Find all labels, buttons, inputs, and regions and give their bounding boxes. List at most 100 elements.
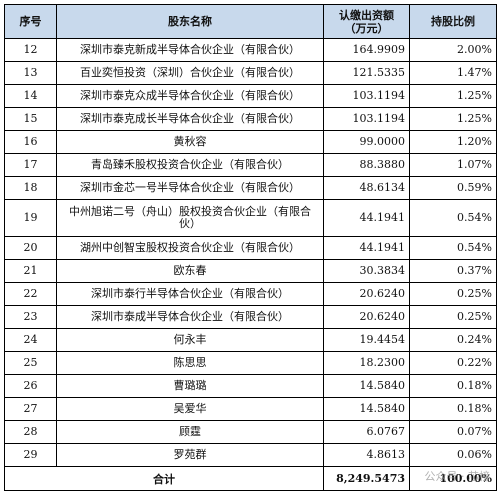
- row-amount: 48.6134: [323, 176, 410, 200]
- row-no: 21: [4, 259, 57, 283]
- table-row: 24 何永丰 19.4454 0.24%: [4, 328, 497, 352]
- row-ratio: 0.25%: [409, 305, 497, 329]
- row-no: 15: [4, 107, 57, 131]
- header-amount: 认缴出资额 （万元）: [323, 4, 410, 39]
- row-name: 青岛臻禾股权投资合伙企业（有限合伙）: [56, 153, 324, 177]
- table-row: 20 湖州中创智宝股权投资合伙企业（有限合伙） 44.1941 0.54%: [4, 236, 497, 260]
- row-name: 深圳市金芯一号半导体合伙企业（有限合伙）: [56, 176, 324, 200]
- table-row: 17 青岛臻禾股权投资合伙企业（有限合伙） 88.3880 1.07%: [4, 153, 497, 177]
- table-row: 23 深圳市泰成半导体合伙企业（有限合伙） 20.6240 0.25%: [4, 305, 497, 329]
- row-name: 曹璐璐: [56, 374, 324, 398]
- row-amount: 44.1941: [323, 199, 410, 237]
- row-no: 18: [4, 176, 57, 200]
- total-row: 合计 8,249.5473 100.00%: [4, 466, 497, 491]
- row-ratio: 1.07%: [409, 153, 497, 177]
- row-amount: 88.3880: [323, 153, 410, 177]
- row-no: 26: [4, 374, 57, 398]
- row-no: 29: [4, 443, 57, 467]
- row-ratio: 0.18%: [409, 397, 497, 421]
- row-ratio: 0.54%: [409, 199, 497, 237]
- header-amount-line2: （万元）: [344, 21, 389, 35]
- row-name: 何永丰: [56, 328, 324, 352]
- row-amount: 20.6240: [323, 305, 410, 329]
- table-header-row: 序号 股东名称 认缴出资额 （万元） 持股比例: [4, 4, 497, 39]
- row-no: 22: [4, 282, 57, 306]
- row-amount: 14.5840: [323, 397, 410, 421]
- total-label: 合计: [4, 466, 324, 491]
- row-no: 13: [4, 61, 57, 85]
- table-row: 26 曹璐璐 14.5840 0.18%: [4, 374, 497, 398]
- row-name: 深圳市泰克新成半导体合伙企业（有限合伙）: [56, 38, 324, 62]
- table-row: 28 顾霆 6.0767 0.07%: [4, 420, 497, 444]
- table-row: 18 深圳市金芯一号半导体合伙企业（有限合伙） 48.6134 0.59%: [4, 176, 497, 200]
- row-no: 19: [4, 199, 57, 237]
- table-row: 13 百业奕恒投资（深圳）合伙企业（有限合伙） 121.5335 1.47%: [4, 61, 497, 85]
- row-ratio: 1.20%: [409, 130, 497, 154]
- table-row: 16 黄秋容 99.0000 1.20%: [4, 130, 497, 154]
- table-row: 27 吴爱华 14.5840 0.18%: [4, 397, 497, 421]
- row-no: 17: [4, 153, 57, 177]
- table-row: 21 欧东春 30.3834 0.37%: [4, 259, 497, 283]
- row-name: 吴爱华: [56, 397, 324, 421]
- row-ratio: 1.25%: [409, 107, 497, 131]
- row-ratio: 0.18%: [409, 374, 497, 398]
- row-name: 深圳市泰行半导体合伙企业（有限合伙）: [56, 282, 324, 306]
- row-amount: 20.6240: [323, 282, 410, 306]
- row-name: 罗苑群: [56, 443, 324, 467]
- row-name: 百业奕恒投资（深圳）合伙企业（有限合伙）: [56, 61, 324, 85]
- shareholder-table: 序号 股东名称 认缴出资额 （万元） 持股比例 12 深圳市泰克新成半导体合伙企业…: [4, 4, 497, 491]
- row-no: 25: [4, 351, 57, 375]
- table-row: 19 中州旭诺二号（舟山）股权投资合伙企业（有限合伙） 44.1941 0.54%: [4, 199, 497, 237]
- row-amount: 164.9909: [323, 38, 410, 62]
- row-ratio: 1.47%: [409, 61, 497, 85]
- row-name: 欧东春: [56, 259, 324, 283]
- table-row: 14 深圳市泰克众成半导体合伙企业（有限合伙） 103.1194 1.25%: [4, 84, 497, 108]
- row-ratio: 0.37%: [409, 259, 497, 283]
- total-amount: 8,249.5473: [323, 466, 410, 491]
- row-amount: 6.0767: [323, 420, 410, 444]
- table-row: 12 深圳市泰克新成半导体合伙企业（有限合伙） 164.9909 2.00%: [4, 38, 497, 62]
- row-name: 顾霆: [56, 420, 324, 444]
- row-no: 27: [4, 397, 57, 421]
- row-amount: 103.1194: [323, 107, 410, 131]
- row-ratio: 0.22%: [409, 351, 497, 375]
- row-ratio: 0.54%: [409, 236, 497, 260]
- header-name: 股东名称: [56, 4, 324, 39]
- row-amount: 4.8613: [323, 443, 410, 467]
- row-ratio: 0.07%: [409, 420, 497, 444]
- total-ratio: 100.00%: [409, 466, 497, 491]
- table-row: 25 陈思思 18.2300 0.22%: [4, 351, 497, 375]
- row-ratio: 1.25%: [409, 84, 497, 108]
- row-ratio: 0.25%: [409, 282, 497, 306]
- row-no: 24: [4, 328, 57, 352]
- row-amount: 121.5335: [323, 61, 410, 85]
- row-amount: 103.1194: [323, 84, 410, 108]
- row-no: 28: [4, 420, 57, 444]
- row-name: 深圳市泰克众成半导体合伙企业（有限合伙）: [56, 84, 324, 108]
- row-name: 陈思思: [56, 351, 324, 375]
- header-ratio: 持股比例: [409, 4, 497, 39]
- row-ratio: 0.06%: [409, 443, 497, 467]
- row-ratio: 2.00%: [409, 38, 497, 62]
- row-name: 深圳市泰克成长半导体合伙企业（有限合伙）: [56, 107, 324, 131]
- header-amount-line1: 认缴出资额: [339, 8, 394, 22]
- row-name: 湖州中创智宝股权投资合伙企业（有限合伙）: [56, 236, 324, 260]
- table-row: 15 深圳市泰克成长半导体合伙企业（有限合伙） 103.1194 1.25%: [4, 107, 497, 131]
- watermark: 公众号 · 芯榜: [424, 470, 491, 483]
- row-no: 12: [4, 38, 57, 62]
- row-no: 23: [4, 305, 57, 329]
- row-amount: 30.3834: [323, 259, 410, 283]
- row-amount: 14.5840: [323, 374, 410, 398]
- row-name: 中州旭诺二号（舟山）股权投资合伙企业（有限合伙）: [56, 199, 324, 237]
- row-no: 14: [4, 84, 57, 108]
- row-name: 深圳市泰成半导体合伙企业（有限合伙）: [56, 305, 324, 329]
- row-ratio: 0.24%: [409, 328, 497, 352]
- table-row: 22 深圳市泰行半导体合伙企业（有限合伙） 20.6240 0.25%: [4, 282, 497, 306]
- row-ratio: 0.59%: [409, 176, 497, 200]
- row-no: 20: [4, 236, 57, 260]
- row-amount: 44.1941: [323, 236, 410, 260]
- row-amount: 99.0000: [323, 130, 410, 154]
- row-amount: 18.2300: [323, 351, 410, 375]
- header-no: 序号: [4, 4, 57, 39]
- table-row: 29 罗苑群 4.8613 0.06%: [4, 443, 497, 467]
